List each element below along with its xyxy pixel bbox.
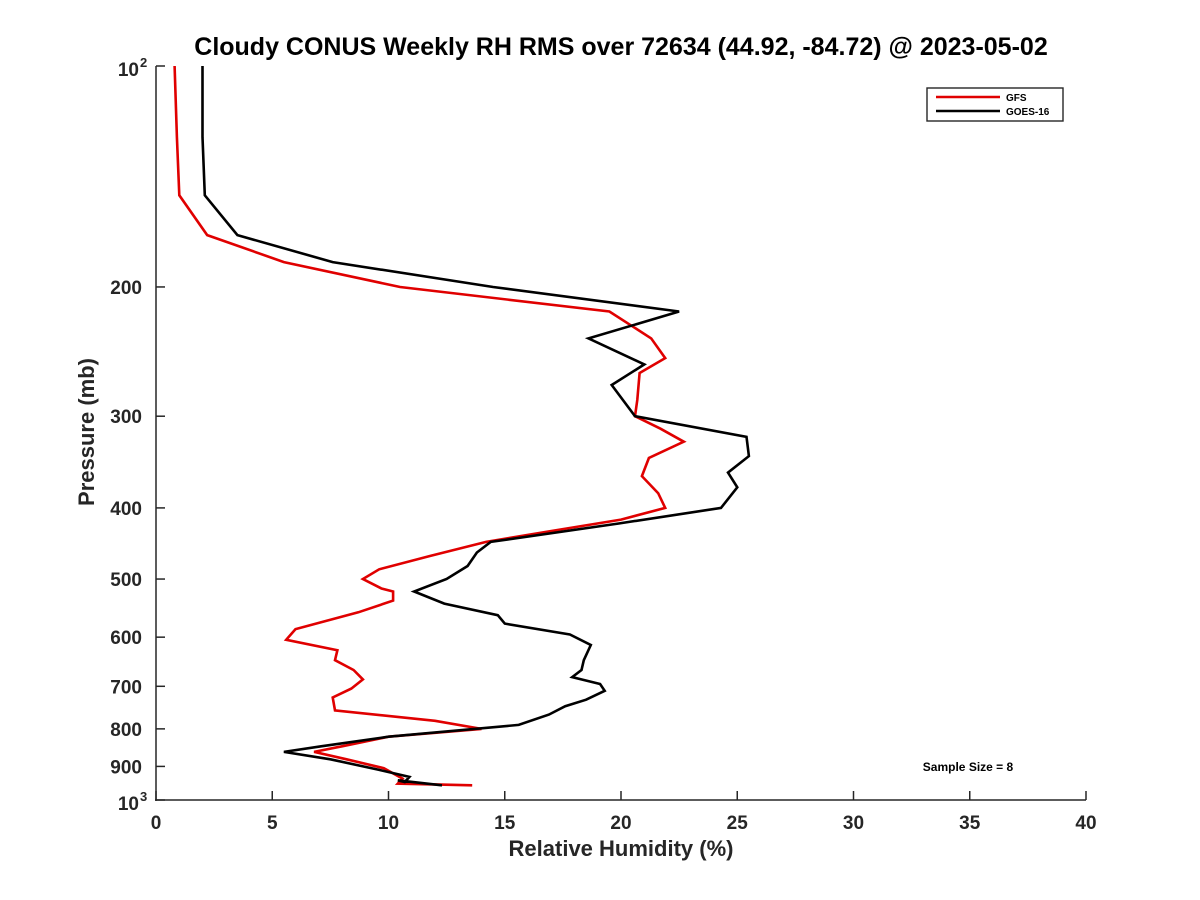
y-tick-label-4: 500 <box>110 570 142 591</box>
svg-text:500: 500 <box>110 570 142 591</box>
y-tick-label-1: 200 <box>110 278 142 299</box>
chart-title: Cloudy CONUS Weekly RH RMS over 72634 (4… <box>194 33 1047 61</box>
y-tick-label-9: 10 3 <box>118 789 147 815</box>
x-axis-label: Relative Humidity (%) <box>509 836 734 861</box>
legend-label-0: GFS <box>1006 93 1027 104</box>
legend-label-1: GOES-16 <box>1006 107 1050 118</box>
svg-text:900: 900 <box>110 757 142 778</box>
svg-text:800: 800 <box>110 720 142 741</box>
plot-lines <box>173 65 751 787</box>
sample-size-annotation: Sample Size = 8 <box>923 760 1014 774</box>
svg-text:3: 3 <box>140 789 147 804</box>
y-tick-label-7: 800 <box>110 720 142 741</box>
y-tick-label-0: 10 2 <box>118 55 147 81</box>
x-tick-label-1: 5 <box>267 813 278 834</box>
series-line-0 <box>173 65 687 787</box>
svg-text:200: 200 <box>110 278 142 299</box>
y-tick-label-3: 400 <box>110 499 142 520</box>
legend: GFS GOES-16 <box>926 87 1064 122</box>
y-axis-label: Pressure (mb) <box>74 358 99 506</box>
x-tick-label-3: 15 <box>494 813 516 834</box>
series-line-1 <box>201 66 751 787</box>
x-tick-label-4: 20 <box>610 813 631 834</box>
x-tick-label-2: 10 <box>378 813 399 834</box>
x-tick-label-8: 40 <box>1075 813 1096 834</box>
y-tick-label-6: 700 <box>110 677 142 698</box>
x-tick-label-5: 25 <box>727 813 749 834</box>
svg-text:2: 2 <box>140 55 147 70</box>
x-tick-label-0: 0 <box>151 813 162 834</box>
svg-text:700: 700 <box>110 677 142 698</box>
svg-text:300: 300 <box>110 407 142 428</box>
x-tick-label-6: 30 <box>843 813 864 834</box>
x-tick-label-7: 35 <box>959 813 981 834</box>
svg-text:10: 10 <box>118 60 139 81</box>
legend-box <box>926 87 1064 122</box>
y-tick-label-8: 900 <box>110 757 142 778</box>
y-tick-label-2: 300 <box>110 407 142 428</box>
svg-text:10: 10 <box>118 794 139 815</box>
svg-text:400: 400 <box>110 499 142 520</box>
y-tick-label-5: 600 <box>110 628 142 649</box>
svg-text:600: 600 <box>110 628 142 649</box>
